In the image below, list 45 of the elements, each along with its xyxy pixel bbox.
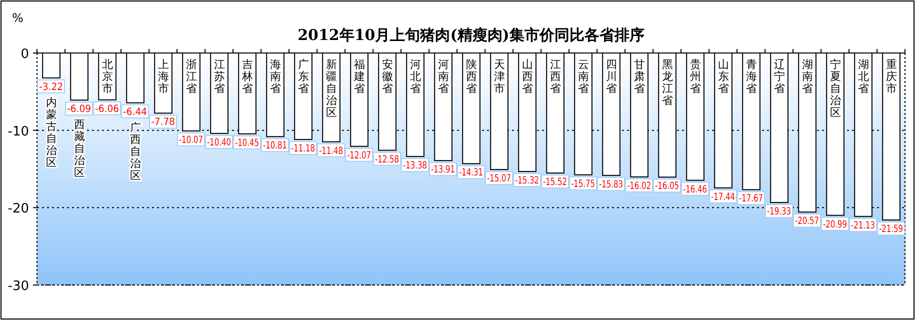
data-label: -6.44 [123, 106, 149, 118]
x-tick-label: 黑龙江省 [662, 58, 673, 107]
x-tick-label: 湖南省 [802, 58, 813, 95]
x-tick-label: 湖北省 [858, 58, 869, 95]
x-tick-label: 广西自治区 [130, 120, 141, 182]
x-tick-label: 浙江省 [186, 58, 197, 95]
x-tick-label: 贵州省 [690, 58, 701, 95]
x-tick-label: 山东省 [718, 58, 729, 95]
data-label: -6.06 [95, 104, 121, 115]
x-tick-label: 甘肃省 [634, 58, 645, 95]
x-tick-label: 内蒙古自治区 [46, 96, 57, 169]
y-tick-label: -10 [8, 124, 29, 140]
x-tick-label: 上海市 [158, 58, 169, 95]
x-tick-label: 海南省 [270, 58, 281, 95]
y-tick-label: 0 [20, 47, 29, 62]
x-tick-label: 安徽省 [382, 58, 393, 95]
x-tick-label: 青海省 [746, 58, 757, 95]
x-tick-label: 重庆市 [886, 58, 897, 95]
x-tick-label: 山西省 [522, 58, 533, 95]
x-tick-label: 江苏省 [214, 58, 225, 95]
data-label: -3.22 [39, 82, 65, 93]
data-label: -19.33 [767, 206, 800, 218]
y-axis-title: % [12, 11, 24, 25]
x-tick-label: 宁夏自治区 [830, 58, 841, 119]
x-tick-label: 广东省 [298, 58, 309, 95]
x-tick-label: 北京市 [102, 58, 113, 95]
chart-title: 2012年10月上旬猪肉(精瘦肉)集市价同比各省排序 [298, 26, 644, 44]
x-tick-label: 新疆自治区 [326, 58, 337, 119]
x-tick-label: 辽宁省 [774, 58, 785, 95]
x-tick-label: 四川省 [606, 58, 617, 95]
x-tick-label: 陕西省 [466, 58, 477, 95]
x-tick-label: 西藏自治区 [74, 118, 85, 180]
x-tick-label: 河南省 [438, 58, 449, 95]
data-label: -6.09 [67, 104, 93, 116]
x-tick-label: 福建省 [352, 58, 365, 95]
x-tick-label: 江西省 [550, 58, 561, 95]
x-tick-label: 吉林省 [240, 58, 253, 95]
y-tick-label: -30 [8, 279, 29, 294]
y-tick-label: -20 [8, 202, 29, 217]
x-tick-label: 河北省 [410, 58, 421, 95]
data-label: -17.67 [739, 194, 772, 205]
x-tick-label: 天津市 [494, 58, 505, 95]
x-tick-label: 云南省 [578, 58, 589, 95]
data-label: -7.78 [151, 117, 177, 128]
data-label: -21.59 [879, 224, 912, 235]
